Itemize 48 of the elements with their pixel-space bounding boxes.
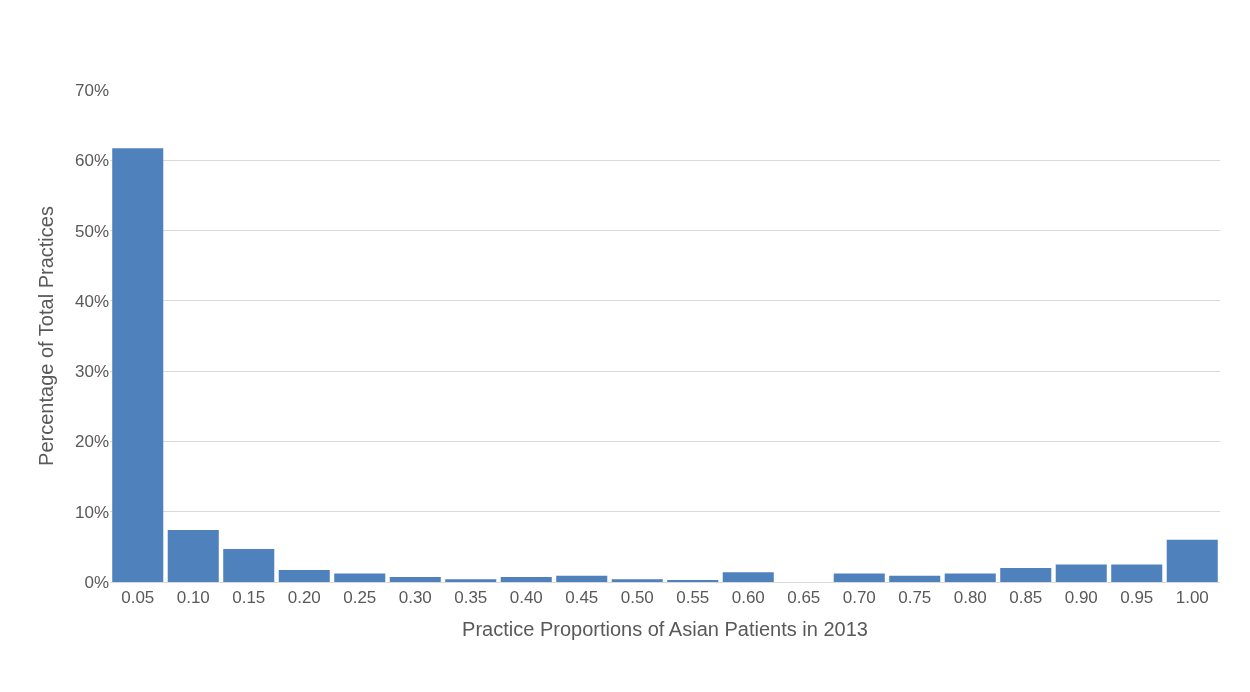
- y-tick-label: 60%: [74, 151, 109, 171]
- x-tick-label: 0.20: [287, 588, 321, 608]
- bar: [1111, 564, 1163, 582]
- y-tick-label: 10%: [74, 502, 109, 522]
- bar: [1166, 539, 1218, 582]
- x-tick-label: 0.45: [565, 588, 599, 608]
- bar: [112, 148, 164, 582]
- x-tick-label: 0.10: [176, 588, 210, 608]
- bar: [1000, 567, 1052, 582]
- x-axis-title: Practice Proportions of Asian Patients in 2013: [462, 617, 868, 640]
- bar: [611, 579, 663, 582]
- x-tick-label: 0.85: [1009, 588, 1043, 608]
- y-tick-label: 30%: [74, 362, 109, 382]
- y-tick-label: 0%: [84, 572, 109, 592]
- x-tick-label: 0.30: [398, 588, 432, 608]
- bar: [1055, 564, 1107, 582]
- x-tick-label: 0.40: [509, 588, 543, 608]
- bar: [334, 573, 386, 582]
- bar: [389, 577, 441, 582]
- x-tick-label: 0.80: [953, 588, 987, 608]
- y-tick-label: 20%: [74, 432, 109, 452]
- y-tick-label: 40%: [74, 291, 109, 311]
- x-tick-label: 0.25: [343, 588, 377, 608]
- bar: [500, 577, 552, 582]
- x-tick-label: 0.35: [454, 588, 488, 608]
- x-tick-label: 0.90: [1064, 588, 1098, 608]
- bar: [167, 529, 219, 582]
- y-tick-label: 50%: [74, 221, 109, 241]
- y-tick-label: 70%: [74, 80, 109, 100]
- bar: [278, 570, 330, 582]
- x-tick-label: 0.15: [232, 588, 266, 608]
- bar: [445, 579, 497, 582]
- x-tick-label: 0.95: [1120, 588, 1154, 608]
- y-axis-title: Percentage of Total Practices: [35, 206, 58, 466]
- x-tick-label: 0.55: [676, 588, 710, 608]
- x-tick-label: 0.05: [121, 588, 155, 608]
- bar: [833, 573, 885, 582]
- x-tick-label: 0.60: [731, 588, 765, 608]
- x-tick-label: 0.70: [842, 588, 876, 608]
- bar: [944, 573, 996, 582]
- x-tick-label: 0.65: [787, 588, 821, 608]
- bar: [223, 548, 275, 582]
- x-tick-label: 1.00: [1175, 588, 1209, 608]
- bar: [556, 575, 608, 582]
- x-tick-label: 0.75: [898, 588, 932, 608]
- x-tick-label: 0.50: [620, 588, 654, 608]
- bar: [722, 572, 774, 582]
- bar: [889, 575, 941, 582]
